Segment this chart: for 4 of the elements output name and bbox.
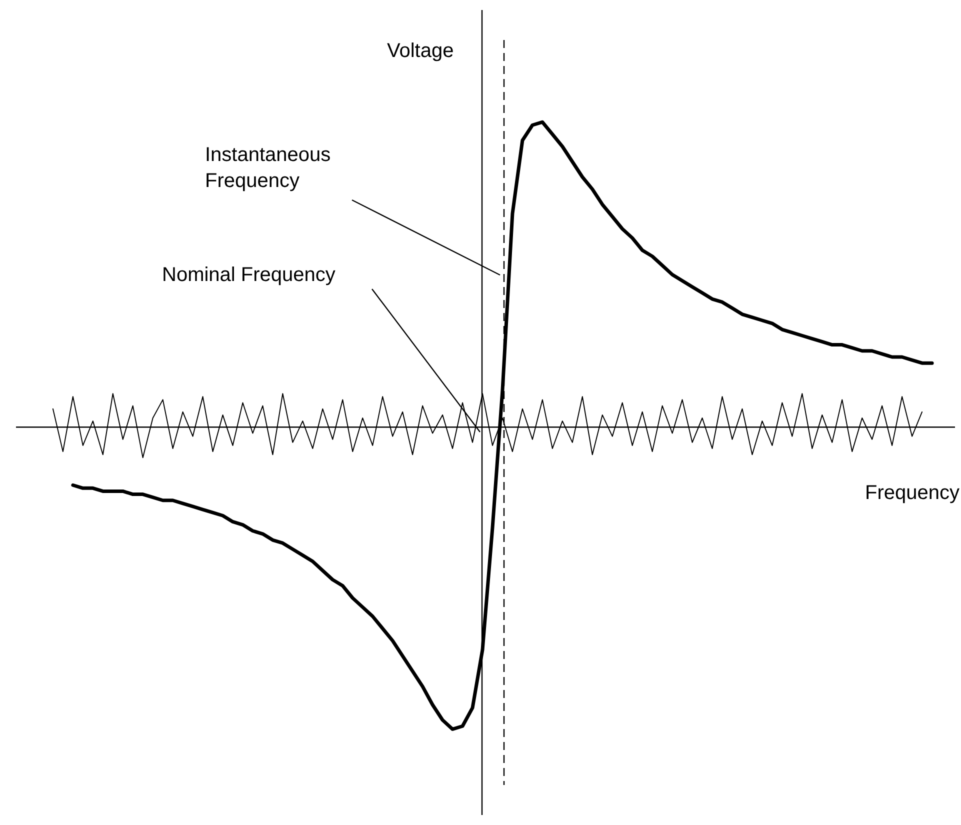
x-axis-title: Frequency (865, 481, 960, 506)
annotation: Instantaneous Frequency (205, 143, 332, 194)
y-axis-title: Voltage (387, 39, 454, 64)
annotation: Nominal Frequency (162, 263, 336, 288)
